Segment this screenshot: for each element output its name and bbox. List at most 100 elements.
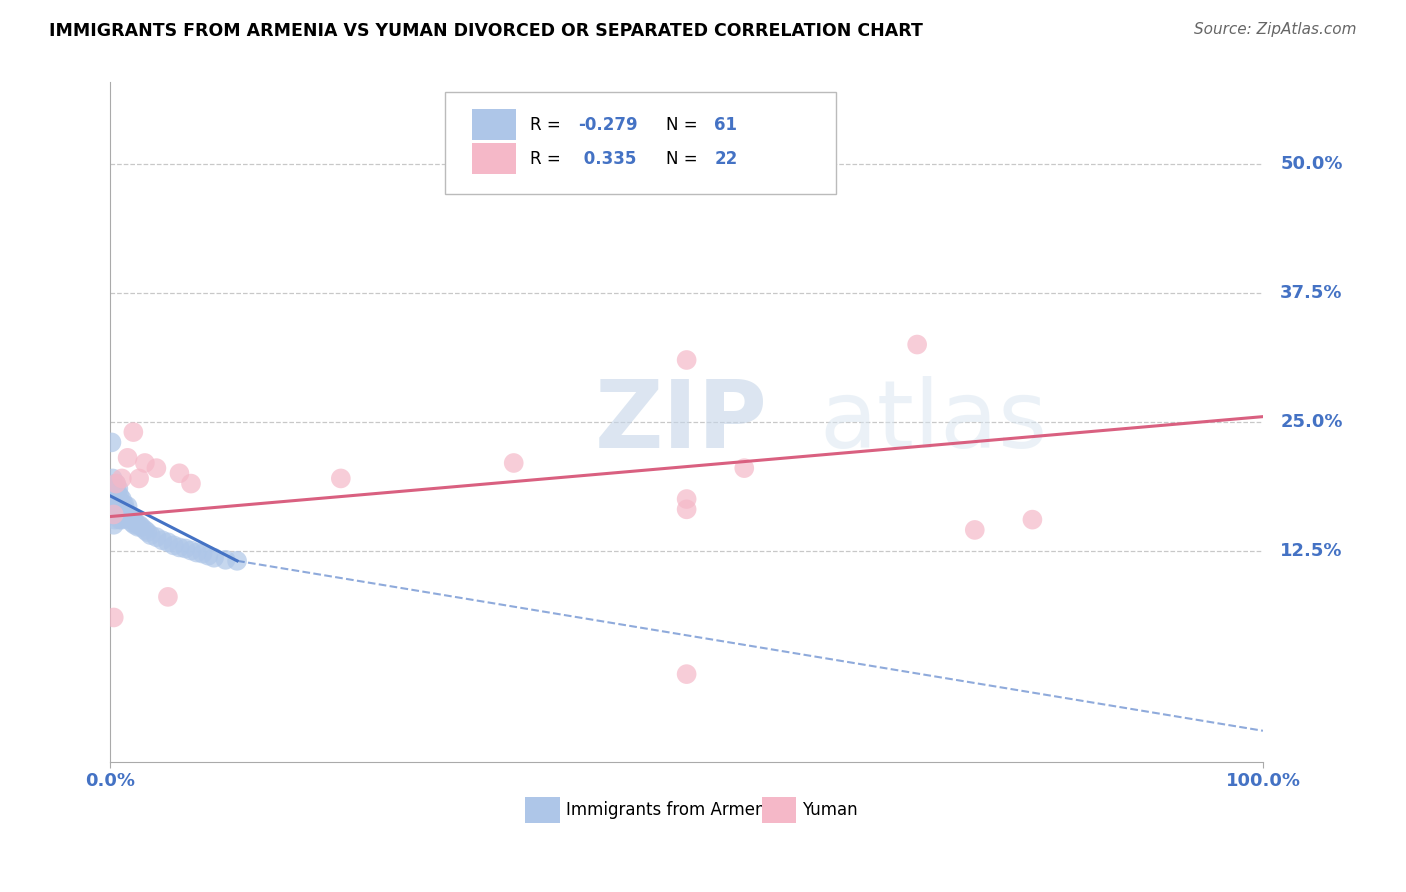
Point [131,520,153,534]
Point [107,505,129,519]
Point [104,513,127,527]
Point [108,500,131,514]
Point [150,533,173,548]
Text: 22: 22 [714,150,738,168]
Text: Immigrants from Armenia: Immigrants from Armenia [565,801,780,819]
Point [117,500,139,514]
Point [186,545,208,559]
Point [104,502,127,516]
Point [226,554,249,568]
Point [191,547,214,561]
Point [169,541,191,555]
Point [111,509,134,524]
Text: -0.279: -0.279 [578,116,638,134]
Point [105,505,128,519]
Point [111,491,134,506]
Point [118,509,141,524]
Point [111,513,134,527]
Text: 0.335: 0.335 [578,150,637,168]
Point [134,523,156,537]
Point [905,337,928,351]
Point [675,502,697,516]
Point [202,550,225,565]
Point [104,491,127,506]
Point [111,500,134,514]
Point [110,508,132,522]
Text: 37.5%: 37.5% [1281,284,1343,302]
Text: R =: R = [530,116,565,134]
Point [122,513,145,527]
Text: IMMIGRANTS FROM ARMENIA VS YUMAN DIVORCED OR SEPARATED CORRELATION CHART: IMMIGRANTS FROM ARMENIA VS YUMAN DIVORCE… [49,22,924,40]
Point [145,530,167,544]
Point [169,467,191,481]
Point [145,461,167,475]
Point [156,590,179,604]
Point [180,543,202,558]
Point [136,524,159,539]
Point [103,497,125,511]
FancyBboxPatch shape [762,797,796,822]
Point [675,353,697,368]
Point [110,495,132,509]
Text: atlas: atlas [820,376,1047,467]
Point [502,456,524,470]
Point [118,508,141,522]
Point [105,476,128,491]
Point [163,538,186,552]
Point [108,513,131,527]
Point [675,491,697,506]
Point [121,516,143,530]
Point [103,508,125,522]
Point [112,508,135,522]
Point [675,667,697,681]
Point [107,482,129,496]
Point [124,516,146,530]
Point [111,502,134,516]
Point [101,491,124,506]
Point [122,425,145,439]
Point [134,456,156,470]
Point [127,520,149,534]
FancyBboxPatch shape [526,797,560,822]
Text: R =: R = [530,150,565,168]
Text: 12.5%: 12.5% [1281,541,1343,559]
Point [103,508,125,522]
Point [329,471,352,485]
Point [124,517,146,532]
Text: Source: ZipAtlas.com: Source: ZipAtlas.com [1194,22,1357,37]
Point [112,497,135,511]
Point [733,461,755,475]
Text: 50.0%: 50.0% [1281,155,1343,173]
Point [107,491,129,506]
Point [105,497,128,511]
FancyBboxPatch shape [444,92,837,194]
Point [114,502,136,516]
Point [180,476,202,491]
Point [120,513,142,527]
Point [128,471,150,485]
Text: 25.0%: 25.0% [1281,413,1343,431]
Point [139,528,162,542]
FancyBboxPatch shape [472,144,516,174]
Point [105,491,128,506]
Point [214,553,236,567]
Point [108,489,131,503]
Point [103,482,125,496]
Text: Yuman: Yuman [801,801,858,819]
Point [105,476,128,491]
Text: 61: 61 [714,116,737,134]
Point [101,471,124,485]
Point [117,509,139,524]
Point [114,511,136,525]
Point [197,549,219,563]
Point [1021,513,1043,527]
FancyBboxPatch shape [472,110,516,140]
Point [117,450,139,465]
Point [100,435,122,450]
Point [174,541,197,556]
Point [103,517,125,532]
Point [128,517,150,532]
Text: N =: N = [666,116,703,134]
Point [103,610,125,624]
Point [115,505,138,519]
